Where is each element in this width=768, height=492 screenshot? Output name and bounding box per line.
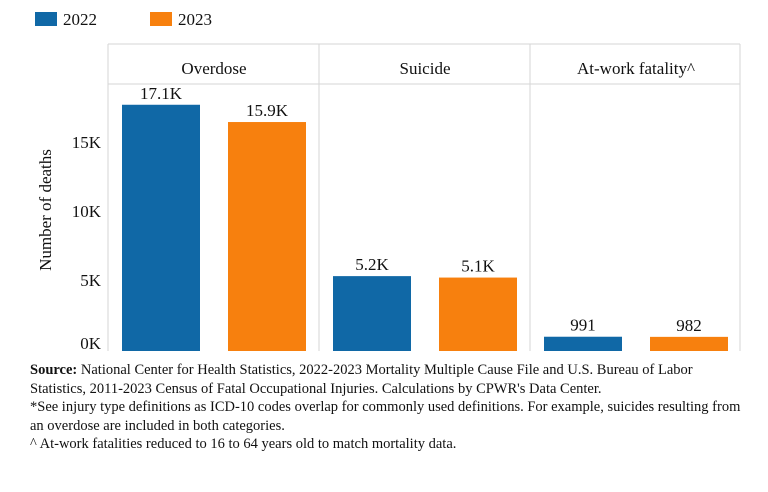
bar-chart: 2022 2023 Overdose Suicide At-work fatal… xyxy=(35,10,741,353)
source-label: Source: xyxy=(30,362,78,378)
data-label-at-work-2022: 991 xyxy=(570,316,596,335)
legend-label-2023: 2023 xyxy=(178,10,212,29)
data-label-overdose-2022: 17.1K xyxy=(140,84,183,103)
bar-overdose-2022 xyxy=(122,104,200,351)
panel-title-suicide: Suicide xyxy=(400,59,451,78)
y-axis-title: Number of deaths xyxy=(36,149,55,271)
definition-note: *See injury type definitions as ICD-10 c… xyxy=(30,399,741,434)
source-note: Source: National Center for Health Stati… xyxy=(30,361,750,398)
y-tick-label: 0K xyxy=(80,334,102,353)
data-labels: 17.1K 15.9K 5.2K 5.1K 991 982 xyxy=(140,84,702,335)
source-text: National Center for Health Statistics, 2… xyxy=(30,362,693,397)
data-label-suicide-2022: 5.2K xyxy=(355,255,389,274)
bar-at-work-2022 xyxy=(544,336,622,351)
data-label-overdose-2023: 15.9K xyxy=(246,101,289,120)
legend: 2022 2023 xyxy=(35,10,212,29)
legend-swatch-2023 xyxy=(150,12,172,26)
footnotes: Source: National Center for Health Stati… xyxy=(30,361,750,454)
bar-suicide-2023 xyxy=(439,277,517,351)
panel-title-at-work-fatality: At-work fatality^ xyxy=(577,59,695,78)
bar-suicide-2022 xyxy=(333,276,411,351)
age-note: ^ At-work fatalities reduced to 16 to 64… xyxy=(30,436,457,452)
y-tick-label: 10K xyxy=(72,202,102,221)
data-label-suicide-2023: 5.1K xyxy=(461,257,495,276)
panel-title-overdose: Overdose xyxy=(181,59,246,78)
y-tick-label: 5K xyxy=(80,271,102,290)
bars xyxy=(122,104,728,351)
data-label-at-work-2023: 982 xyxy=(676,316,702,335)
y-axis-ticks: 0K 5K 10K 15K xyxy=(72,133,102,353)
y-tick-label: 15K xyxy=(72,133,102,152)
bar-at-work-2023 xyxy=(650,336,728,351)
legend-label-2022: 2022 xyxy=(63,10,97,29)
bar-overdose-2023 xyxy=(228,122,306,351)
legend-swatch-2022 xyxy=(35,12,57,26)
